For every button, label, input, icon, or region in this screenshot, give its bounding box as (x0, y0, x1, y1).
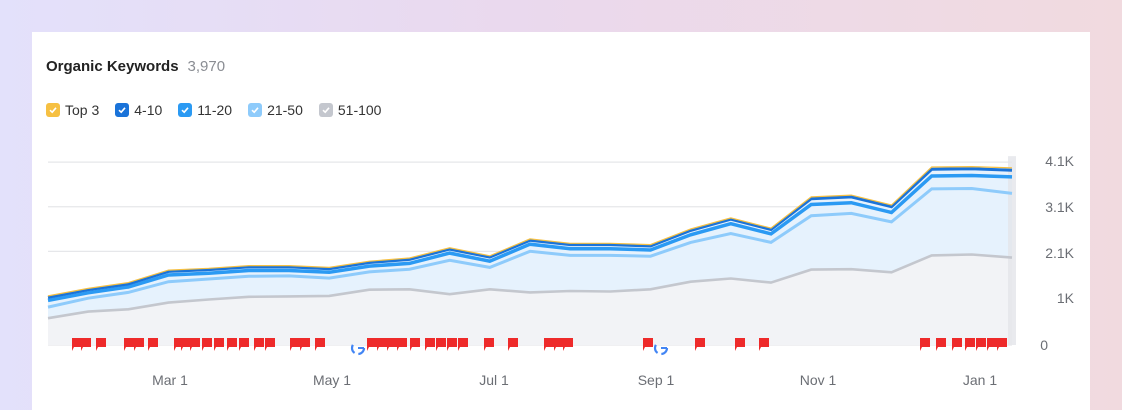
x-tick: May 1 (312, 372, 352, 388)
legend-item-4-10[interactable]: 4-10 (115, 102, 162, 118)
legend-label: Top 3 (65, 102, 100, 118)
legend: Top 3 4-10 11-20 21-50 51-100 (46, 102, 381, 118)
keywords-area-chart[interactable] (32, 32, 1090, 410)
card-title: Organic Keywords (46, 58, 179, 75)
x-tick: Mar 1 (152, 372, 188, 388)
legend-label: 4-10 (134, 102, 163, 118)
checkbox-icon[interactable] (318, 103, 333, 117)
y-tick: 0 (1040, 337, 1048, 353)
legend-item-11-20[interactable]: 11-20 (178, 102, 232, 118)
y-tick: 3.1K (1045, 199, 1074, 215)
x-tick: Jan 1 (962, 372, 998, 388)
x-tick: Jul 1 (479, 372, 509, 388)
legend-label: 51-100 (337, 102, 382, 118)
checkbox-icon[interactable] (115, 103, 130, 117)
legend-item-51-100[interactable]: 51-100 (318, 102, 382, 118)
x-tick: Nov 1 (799, 372, 837, 388)
y-tick: 1K (1056, 290, 1074, 306)
checkbox-icon[interactable] (178, 103, 193, 117)
legend-label: 21-50 (267, 102, 303, 118)
card-header: Organic Keywords 3,970 (46, 58, 225, 75)
checkbox-icon[interactable] (46, 103, 60, 117)
organic-keywords-card: Organic Keywords 3,970 Top 3 4-10 11-20 … (32, 32, 1090, 410)
legend-item-21-50[interactable]: 21-50 (248, 102, 303, 118)
y-tick: 4.1K (1045, 153, 1074, 169)
x-tick: Sep 1 (637, 372, 675, 388)
legend-item-top3[interactable]: Top 3 (46, 102, 99, 118)
y-tick: 2.1K (1045, 245, 1074, 261)
legend-label: 11-20 (197, 102, 233, 118)
checkbox-icon[interactable] (248, 103, 263, 117)
keyword-count: 3,970 (187, 58, 226, 75)
